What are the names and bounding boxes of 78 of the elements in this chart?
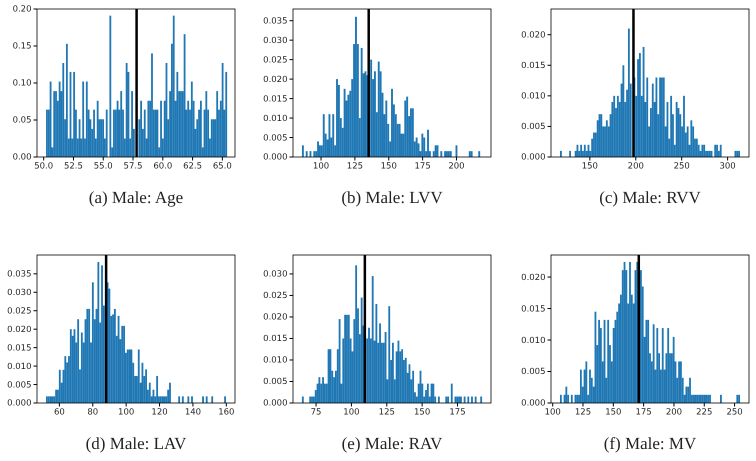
x-tick-label: 62.5: [183, 162, 202, 172]
text: (d) Male: LAV: [86, 434, 188, 453]
y-tick-label: 0.020: [7, 324, 32, 335]
x-tick-label: 100: [343, 408, 360, 418]
text: (a) Male: Age: [88, 188, 184, 207]
y-tick-label: 0.015: [263, 334, 288, 344]
x-tick-label: 175: [449, 408, 466, 418]
y-tick-label: 0.035: [263, 16, 288, 26]
y-tick-label: 0.020: [521, 30, 546, 40]
y-tick-label: 0.020: [263, 74, 288, 85]
x-tick-label: 125: [574, 408, 592, 418]
y-tick-label: 0.05: [12, 116, 32, 126]
text: (f) Male: MV: [604, 434, 697, 453]
x-tick-label: 60.0: [153, 162, 172, 172]
x-tick-label: 175: [636, 408, 652, 418]
y-tick-label: 0.015: [521, 60, 546, 71]
text: (b) Male: LVV: [341, 188, 444, 207]
x-tick-label: 250: [674, 162, 690, 172]
x-tick-label: 55.0: [94, 162, 113, 172]
y-tick-label: 0.010: [263, 114, 288, 124]
x-tick-label: 300: [719, 162, 736, 172]
x-tick-label: 175: [414, 162, 431, 172]
x-tick-label: 150: [582, 162, 598, 172]
x-tick-label: 150: [414, 408, 430, 418]
x-tick-label: 60: [54, 408, 65, 418]
y-tick-label: 0.010: [7, 362, 32, 372]
x-tick-label: 125: [346, 162, 364, 172]
y-tick-label: 0.010: [521, 336, 546, 346]
y-tick-label: 0.010: [263, 356, 288, 366]
y-tick-label: 0.020: [263, 312, 288, 323]
x-tick-label: 200: [666, 408, 682, 418]
y-tick-label: 0.00: [12, 152, 32, 163]
x-tick-label: 57.5: [124, 162, 142, 172]
y-tick-label: 0.20: [12, 4, 32, 15]
x-tick-label: 125: [378, 408, 395, 418]
y-tick-label: 0.005: [263, 377, 288, 388]
y-tick-label: 0.020: [521, 272, 546, 283]
y-tick-label: 0.15: [12, 42, 32, 52]
x-tick-label: 150: [380, 162, 397, 172]
y-tick-label: 0.035: [7, 270, 32, 280]
text: (c) Male: RVV: [599, 188, 702, 207]
x-tick-label: 75: [310, 408, 322, 418]
x-tick-label: 65.0: [212, 162, 232, 172]
x-tick-label: 140: [184, 408, 202, 418]
y-tick-label: 0.025: [7, 306, 32, 316]
y-tick-label: 0.000: [263, 152, 288, 163]
x-tick-label: 160: [218, 408, 234, 418]
y-tick-label: 0.015: [7, 343, 32, 354]
x-tick-label: 50.0: [34, 162, 54, 172]
y-tick-label: 0.025: [263, 55, 288, 66]
y-tick-label: 0.030: [7, 288, 32, 298]
y-tick-label: 0.005: [521, 122, 546, 132]
y-tick-label: 0.025: [263, 291, 288, 302]
x-tick-label: 225: [696, 408, 712, 418]
y-tick-label: 0.030: [263, 36, 288, 46]
y-tick-label: 0.030: [263, 270, 288, 280]
x-tick-label: 250: [726, 408, 743, 418]
x-tick-label: 100: [544, 408, 561, 418]
y-tick-label: 0.005: [263, 133, 288, 144]
y-tick-label: 0.005: [7, 380, 32, 390]
x-tick-label: 200: [628, 162, 644, 172]
y-tick-label: 0.000: [521, 398, 546, 409]
x-tick-label: 80: [87, 408, 98, 418]
x-tick-label: 150: [605, 408, 622, 418]
y-tick-label: 0.000: [521, 152, 546, 163]
text: (e) Male: RAV: [342, 434, 444, 453]
x-tick-label: 200: [448, 162, 465, 172]
x-tick-label: 100: [118, 408, 134, 418]
y-tick-label: 0.005: [521, 367, 546, 378]
y-tick-label: 0.015: [521, 304, 546, 314]
x-tick-label: 100: [312, 162, 330, 172]
y-tick-label: 0.10: [12, 78, 32, 89]
x-tick-label: 52.5: [64, 162, 83, 172]
x-tick-label: 120: [151, 408, 168, 418]
y-tick-label: 0.000: [7, 398, 32, 409]
y-tick-label: 0.015: [263, 94, 288, 104]
y-tick-label: 0.000: [263, 398, 288, 409]
y-tick-label: 0.010: [521, 92, 546, 102]
